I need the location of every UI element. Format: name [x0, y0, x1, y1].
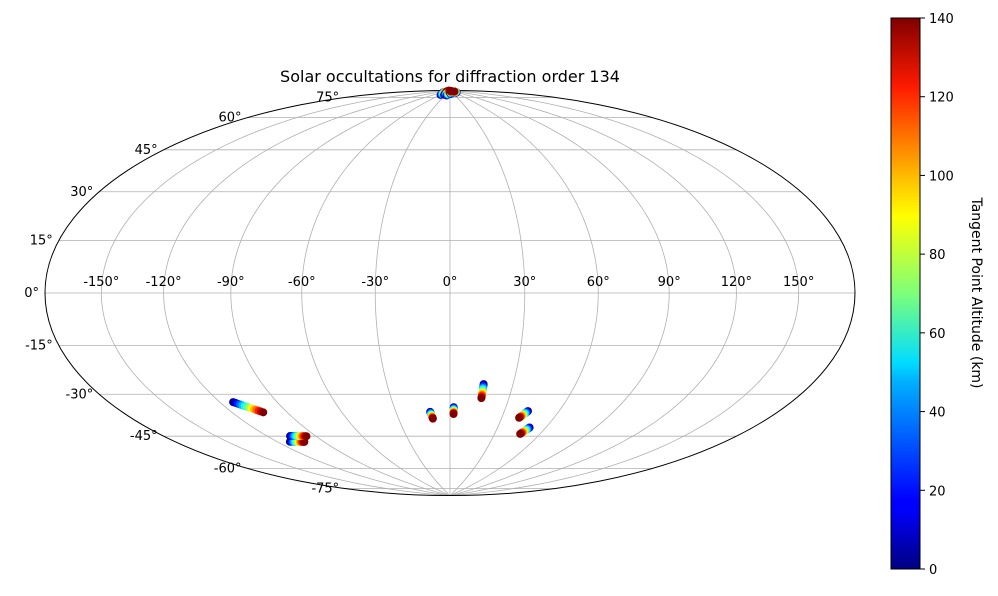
colorbar-tick-label: 0: [929, 563, 937, 578]
latitude-tick-label: -60°: [214, 461, 242, 476]
latitude-tick-label: -75°: [311, 482, 339, 497]
longitude-tick-label: 30°: [513, 275, 536, 290]
colorbar-tick-label: 60: [929, 327, 946, 342]
chart-title: Solar occultations for diffraction order…: [280, 67, 620, 86]
longitude-tick-label: 120°: [721, 275, 752, 290]
longitude-tick-label: -150°: [83, 275, 119, 290]
colorbar-tick-label: 120: [929, 91, 954, 106]
colorbar-tick-label: 140: [929, 12, 954, 27]
latitude-tick-label: 45°: [135, 143, 158, 158]
colorbar-tick-label: 100: [929, 169, 954, 184]
occultation-point: [259, 408, 268, 417]
occultation-point: [428, 414, 437, 423]
latitude-tick-label: 75°: [316, 90, 339, 105]
latitude-tick-labels: 75° 60° 45° 30° 15° 0° -15° -30° -45° -60° -75°: [24, 90, 339, 496]
occultation-point: [450, 87, 459, 96]
colorbar-tick-label: 40: [929, 406, 946, 421]
longitude-tick-label: -120°: [146, 275, 182, 290]
occultation-point: [449, 410, 458, 419]
latitude-tick-label: -45°: [130, 429, 158, 444]
map-graticule: [45, 90, 855, 496]
occultation-point: [477, 394, 486, 403]
longitude-tick-label: 60°: [587, 275, 610, 290]
colorbar: 0 20 40 60 80 100 120 140 Tangent Point Altitud…: [890, 12, 984, 578]
occultation-point: [302, 432, 311, 441]
longitude-tick-label: 0°: [443, 275, 458, 290]
latitude-tick-label: 15°: [30, 234, 53, 249]
longitude-tick-label: -60°: [288, 275, 316, 290]
longitude-tick-labels: -150° -120° -90° -60° -30° 0° 30° 60° 90° 120° 150…: [83, 275, 814, 290]
colorbar-ticks: 0 20 40 60 80 100 120 140: [920, 12, 954, 578]
longitude-tick-label: -30°: [361, 275, 389, 290]
latitude-tick-label: 60°: [218, 111, 241, 126]
latitude-tick-label: 0°: [24, 286, 39, 301]
colorbar-gradient: [890, 17, 921, 570]
colorbar-tick-label: 20: [929, 484, 946, 499]
latitude-tick-label: -30°: [66, 387, 94, 402]
latitude-tick-label: -15°: [25, 338, 53, 353]
occultation-point: [515, 413, 524, 422]
colorbar-tick-label: 80: [929, 248, 946, 263]
longitude-tick-label: 150°: [783, 275, 814, 290]
latitude-tick-label: 30°: [70, 185, 93, 200]
colorbar-label: Tangent Point Altitude (km): [968, 196, 984, 388]
occultation-points: [229, 86, 534, 446]
longitude-tick-label: -90°: [217, 275, 245, 290]
occultation-point: [516, 429, 525, 438]
longitude-tick-label: 90°: [658, 275, 681, 290]
